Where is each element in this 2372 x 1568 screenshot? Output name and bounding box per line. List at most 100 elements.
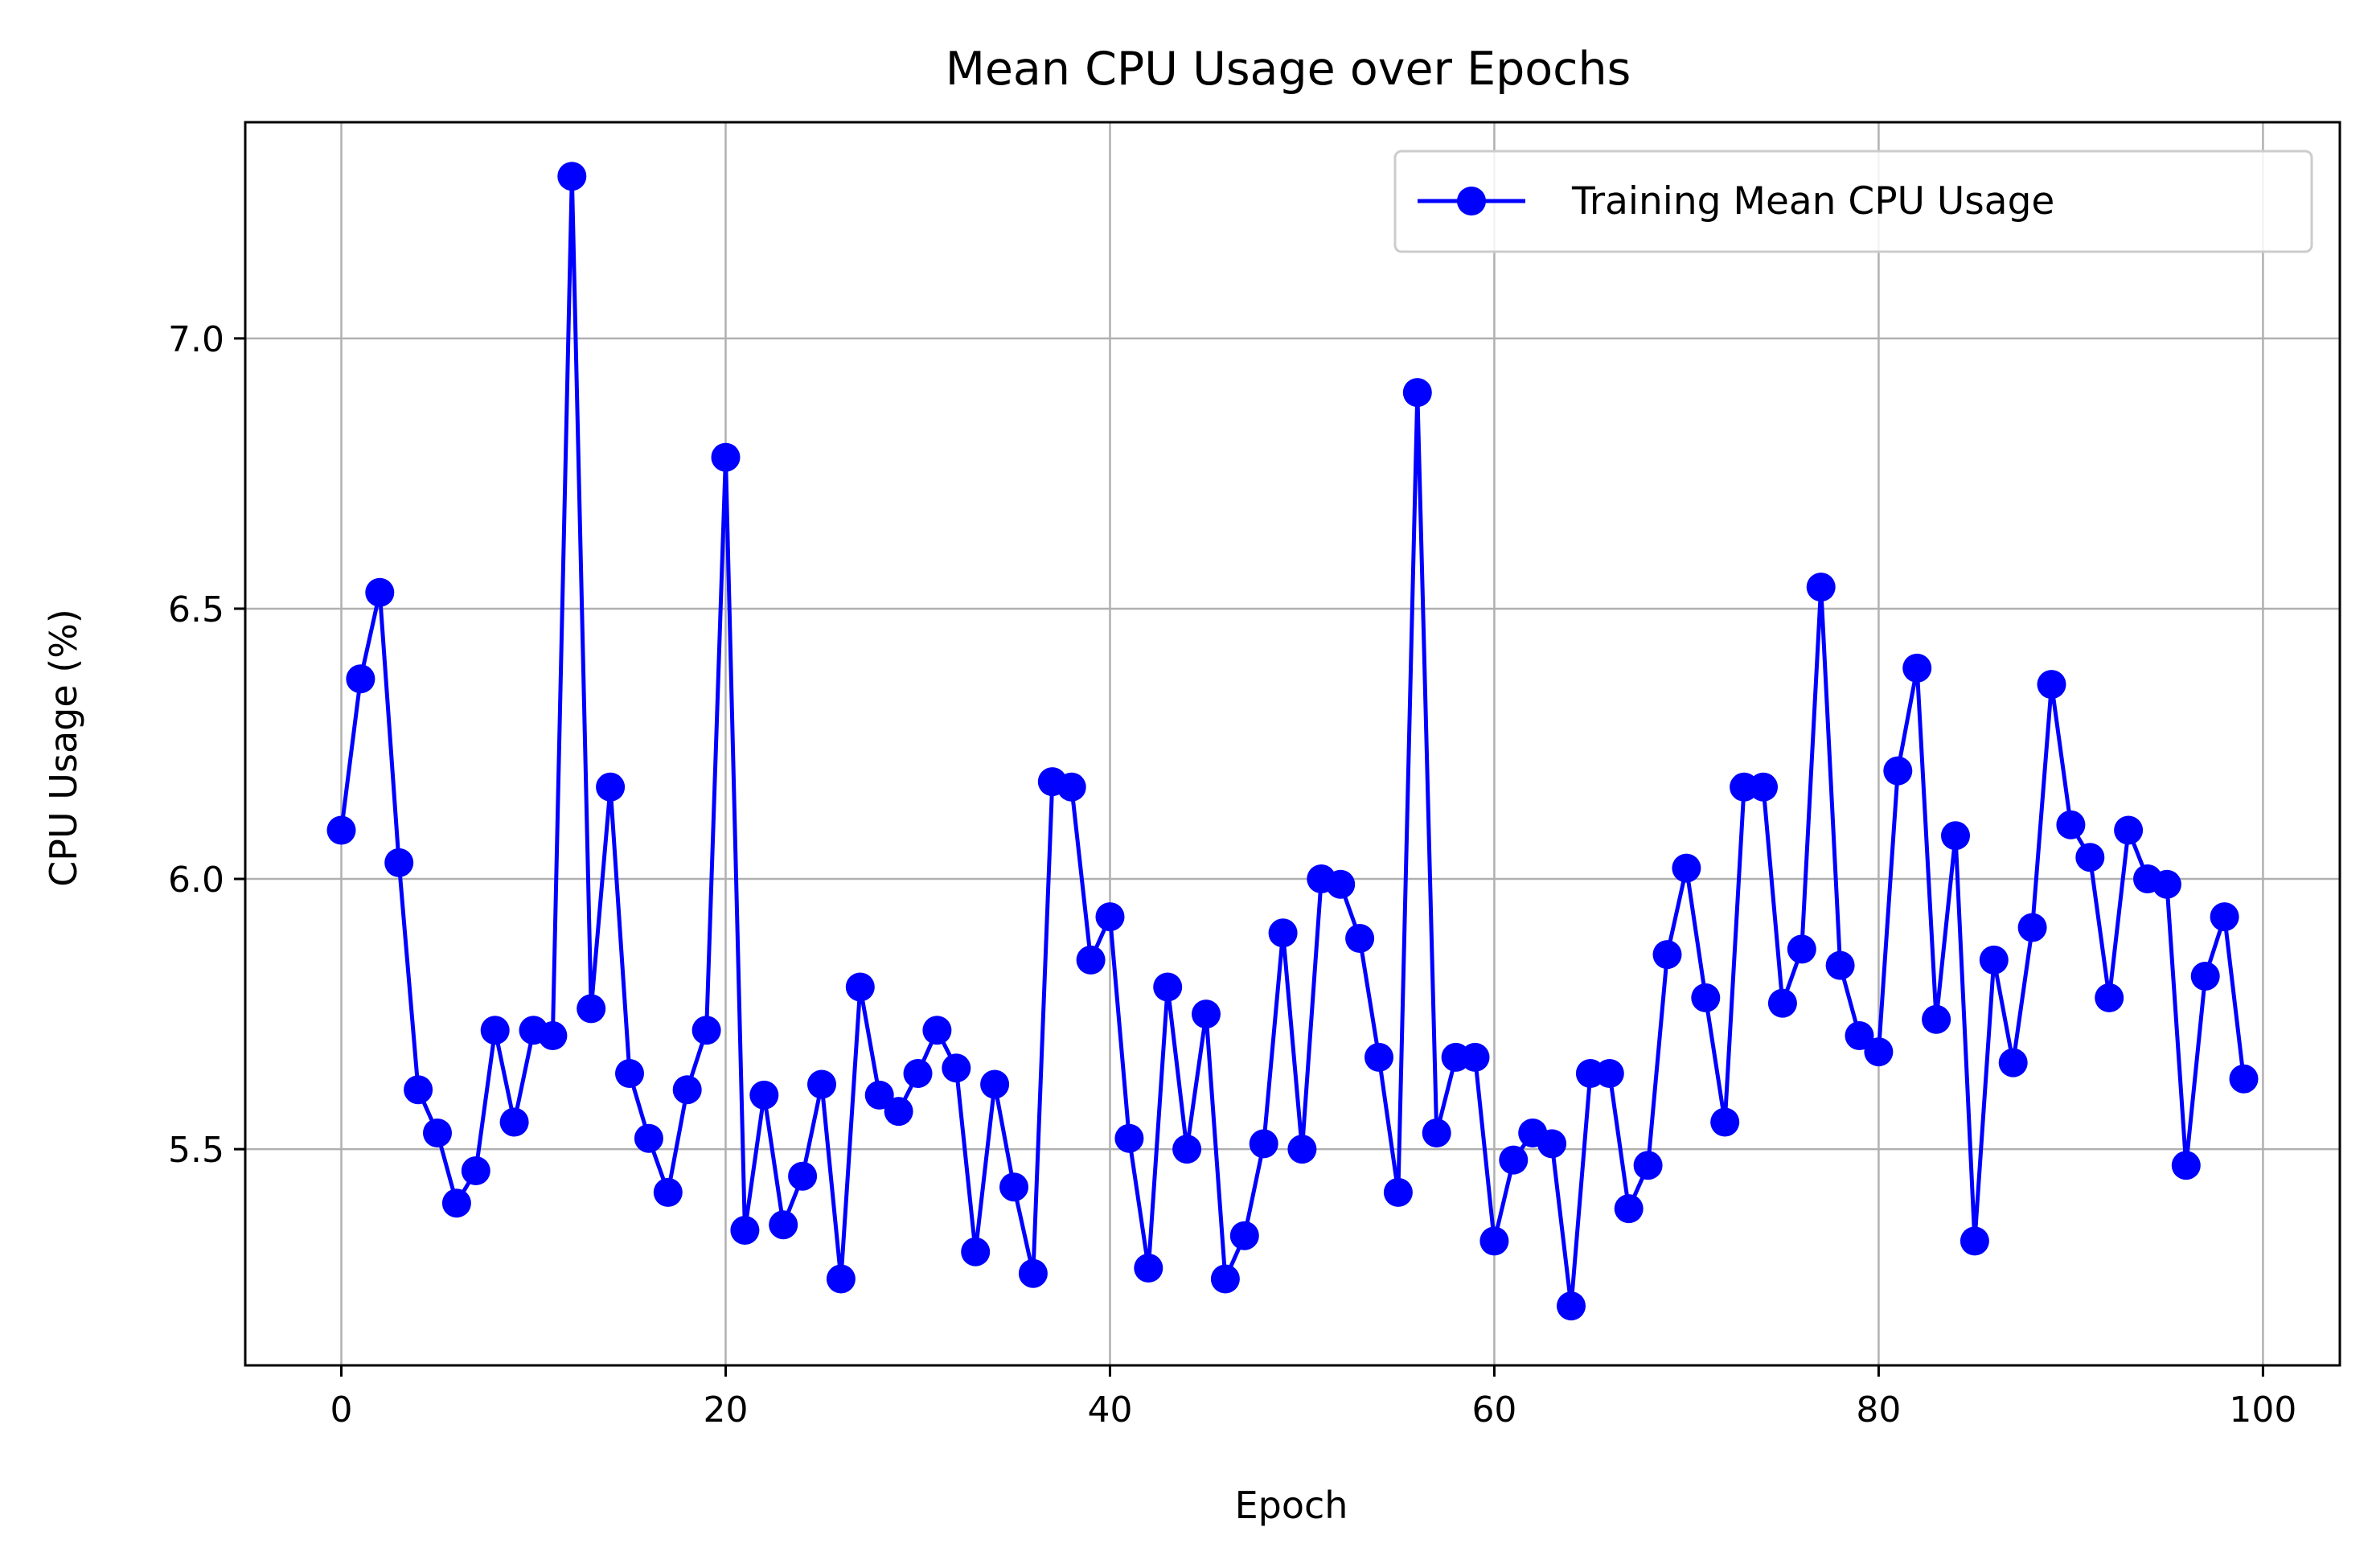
data-point <box>461 1156 490 1185</box>
x-tick-label: 40 <box>1087 1389 1132 1430</box>
data-point <box>1960 1226 1989 1256</box>
y-tick-label: 7.0 <box>168 319 224 360</box>
data-point <box>1134 1254 1163 1283</box>
chart-title: Mean CPU Usage over Epochs <box>946 43 1631 96</box>
data-point <box>1402 378 1432 408</box>
data-point <box>961 1237 991 1266</box>
data-point <box>1345 924 1375 953</box>
data-point <box>1691 983 1721 1012</box>
series-layer <box>326 162 2259 1321</box>
data-point <box>845 972 875 1002</box>
data-point <box>2171 1151 2201 1180</box>
x-tick-label: 0 <box>330 1389 352 1430</box>
data-point <box>2095 983 2124 1012</box>
data-point <box>1710 1107 1740 1137</box>
data-point <box>1153 972 1183 1002</box>
data-point <box>999 1172 1028 1202</box>
data-point <box>1941 821 1970 851</box>
data-point <box>480 1016 510 1045</box>
data-point <box>1479 1226 1509 1256</box>
data-point <box>1537 1129 1567 1159</box>
data-point <box>1383 1177 1413 1207</box>
data-point <box>1057 772 1086 802</box>
data-point <box>2056 810 2086 839</box>
y-axis: 5.5 6.0 6.5 7.0 <box>168 319 245 1171</box>
data-point <box>1902 653 1932 683</box>
data-point <box>2114 815 2144 845</box>
grid <box>245 122 2340 1365</box>
data-point <box>1095 902 1125 932</box>
data-point <box>2152 869 2181 899</box>
data-point <box>441 1188 471 1218</box>
data-point <box>807 1069 836 1099</box>
data-point <box>864 1080 894 1110</box>
y-tick-label: 6.0 <box>168 860 224 901</box>
data-point <box>942 1053 971 1083</box>
data-point <box>1845 1021 1874 1050</box>
x-axis: 0 20 40 60 80 100 <box>330 1365 2296 1430</box>
y-tick-label: 5.5 <box>168 1130 224 1171</box>
data-point <box>1979 945 2009 975</box>
data-point <box>691 1016 721 1045</box>
x-tick-label: 80 <box>1856 1389 1901 1430</box>
legend: Training Mean CPU Usage <box>1393 150 2313 253</box>
data-point <box>365 577 395 607</box>
data-point <box>1825 950 1855 980</box>
data-point <box>1883 756 1913 786</box>
data-point <box>1268 918 1298 948</box>
legend-box <box>1393 150 2313 253</box>
data-point <box>2075 843 2105 872</box>
data-point <box>672 1075 702 1105</box>
data-point <box>1806 573 1836 602</box>
data-point <box>1922 1004 1951 1034</box>
data-point <box>1499 1145 1529 1175</box>
data-point <box>2190 962 2220 991</box>
data-point <box>1172 1135 1202 1164</box>
data-point <box>1422 1119 1451 1147</box>
y-axis-label: CPU Usage (%) <box>42 609 85 887</box>
data-point <box>884 1097 913 1127</box>
data-point <box>1633 1151 1663 1180</box>
data-point <box>1365 1042 1393 1072</box>
data-point <box>1460 1042 1490 1072</box>
x-tick-label: 60 <box>1471 1389 1516 1430</box>
data-point <box>922 1016 952 1045</box>
data-point <box>1249 1129 1278 1159</box>
data-point <box>788 1161 818 1191</box>
data-point <box>1229 1221 1259 1250</box>
data-point <box>538 1021 568 1050</box>
data-point <box>1210 1264 1240 1294</box>
data-point <box>384 848 414 877</box>
data-point <box>1326 869 1356 899</box>
x-tick-label: 20 <box>703 1389 748 1430</box>
legend-label: Training Mean CPU Usage <box>1571 179 2054 224</box>
data-point <box>1114 1123 1144 1153</box>
data-point <box>596 772 626 802</box>
data-point <box>634 1123 663 1153</box>
data-point <box>1864 1037 1894 1067</box>
data-point <box>1557 1291 1586 1321</box>
data-point <box>1998 1048 2028 1077</box>
data-point <box>2037 670 2066 700</box>
data-point <box>346 664 375 694</box>
data-point <box>1287 1135 1317 1164</box>
data-point <box>2017 913 2047 942</box>
data-point <box>1594 1059 1624 1088</box>
data-point <box>1018 1258 1048 1288</box>
series-line <box>339 174 2246 1308</box>
data-point <box>1614 1194 1644 1224</box>
data-point <box>615 1059 644 1088</box>
data-point <box>1767 988 1797 1018</box>
data-point <box>1652 940 1682 970</box>
data-point <box>423 1119 452 1147</box>
data-point <box>653 1177 683 1207</box>
data-point <box>1192 999 1221 1029</box>
data-point <box>769 1210 798 1240</box>
data-point <box>730 1216 760 1245</box>
data-point <box>826 1264 856 1294</box>
data-point <box>749 1080 779 1110</box>
data-point <box>404 1075 433 1105</box>
legend-marker-swatch <box>1457 187 1486 215</box>
x-axis-label: Epoch <box>1235 1484 1348 1527</box>
